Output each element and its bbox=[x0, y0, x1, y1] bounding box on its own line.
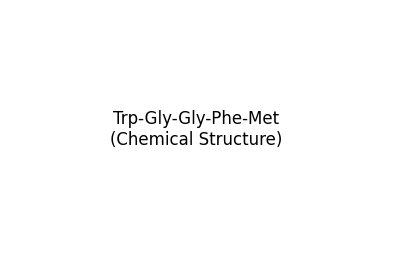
Text: Trp-Gly-Gly-Phe-Met
(Chemical Structure): Trp-Gly-Gly-Phe-Met (Chemical Structure) bbox=[110, 110, 283, 149]
